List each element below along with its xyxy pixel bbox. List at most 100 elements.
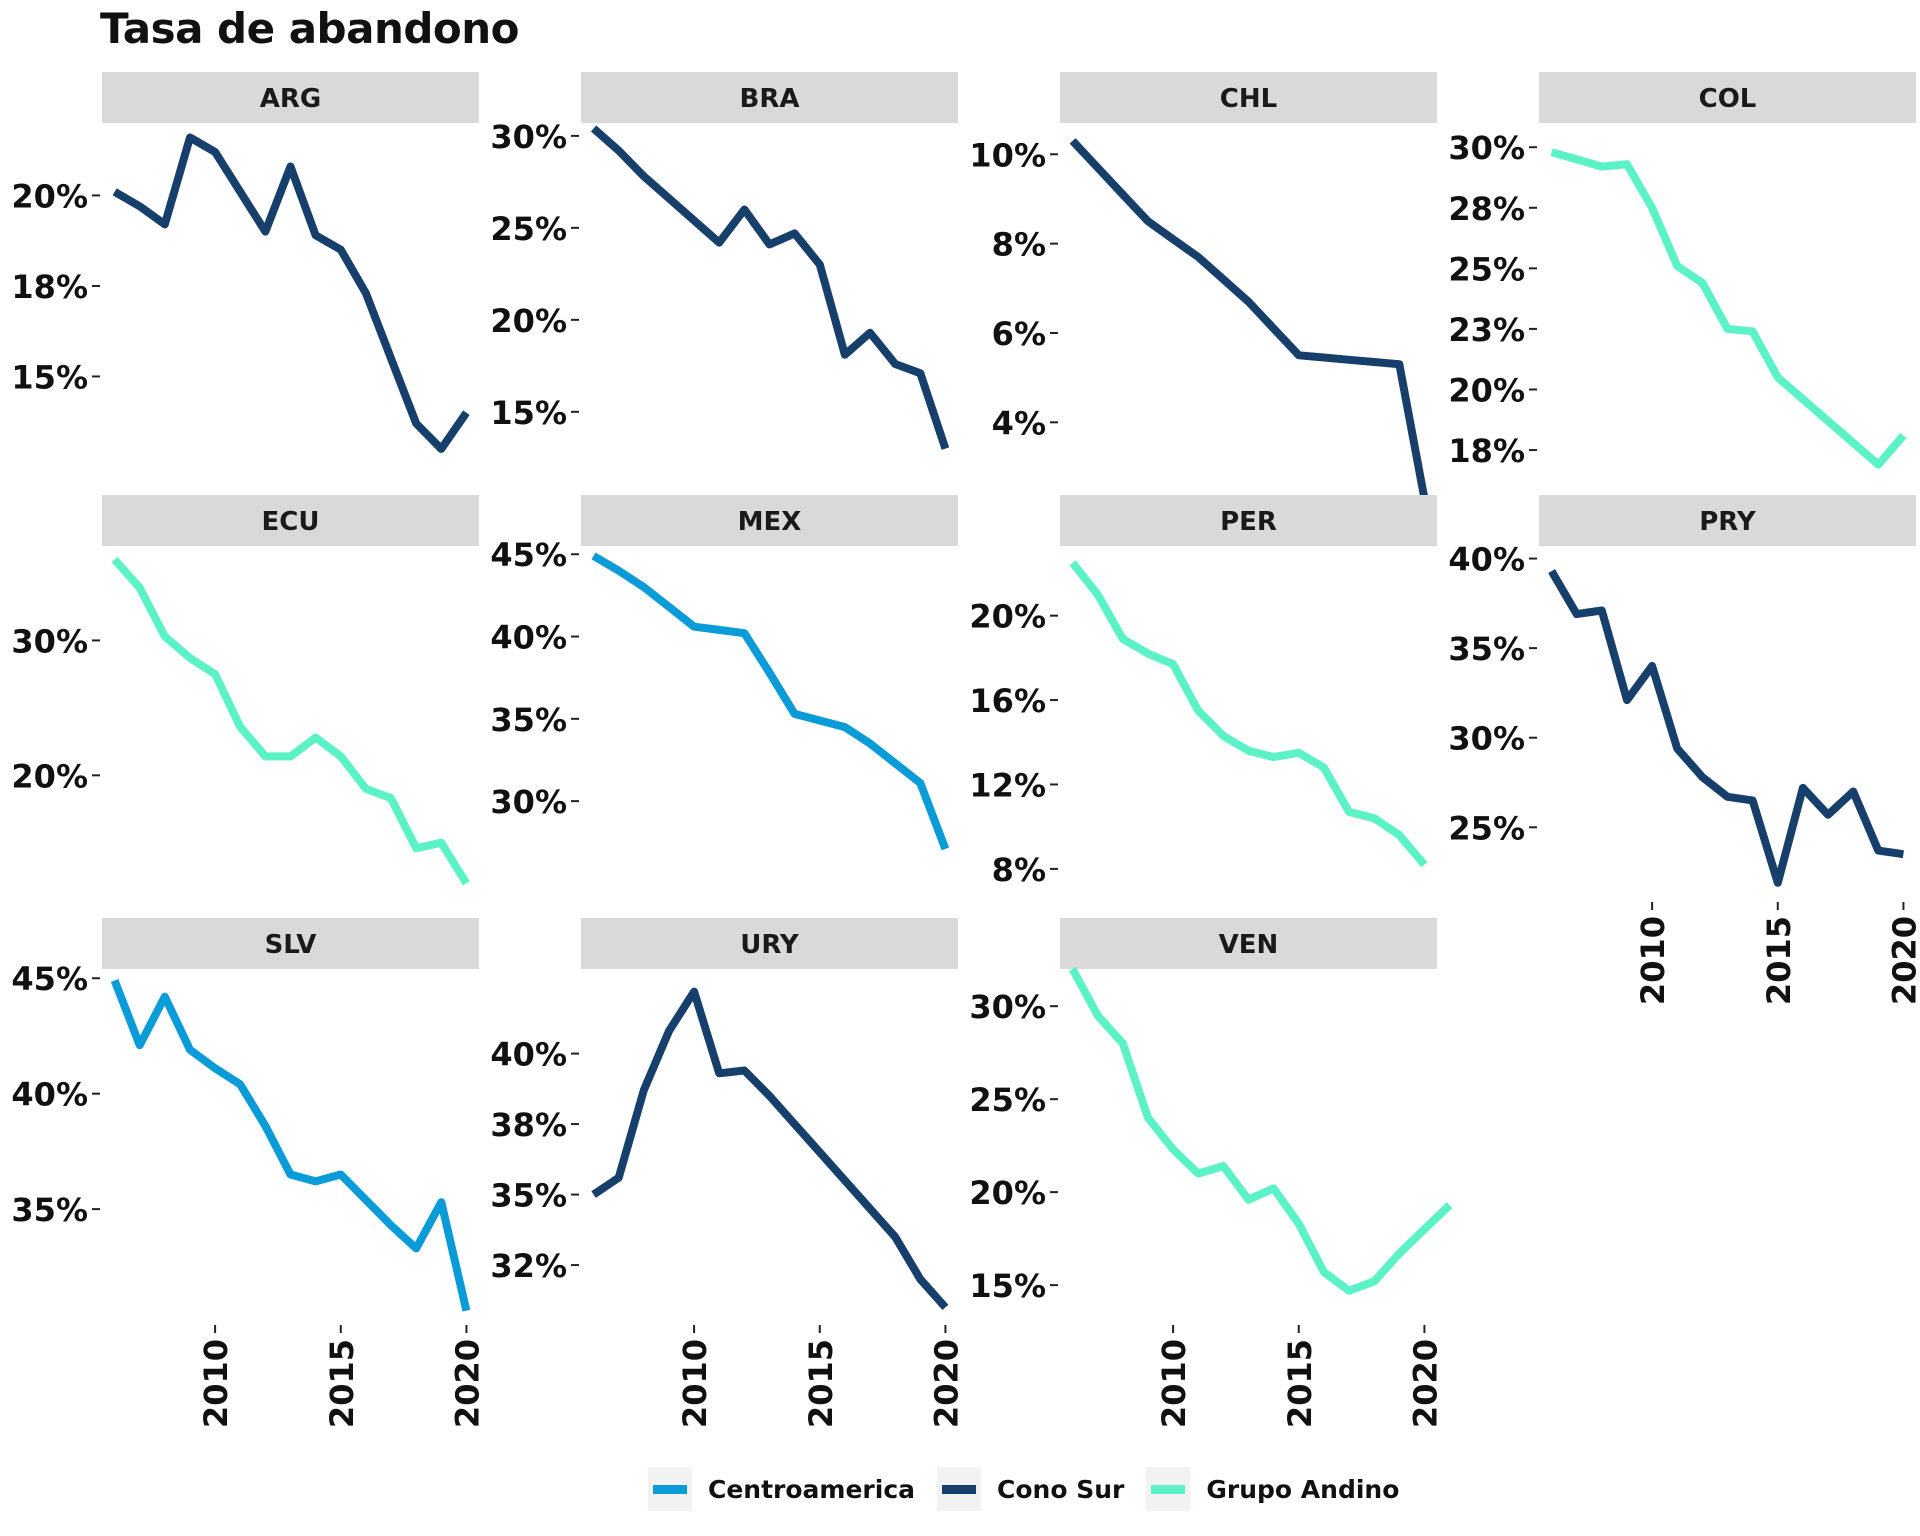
y-tick-label: 45% bbox=[490, 536, 567, 574]
series-line-bra bbox=[590, 125, 950, 450]
y-tick-label: 18% bbox=[11, 268, 88, 306]
facet-strip bbox=[581, 72, 958, 123]
facet-label: ARG bbox=[260, 84, 321, 114]
y-tick-label: 4% bbox=[992, 404, 1046, 442]
legend-label: Grupo Andino bbox=[1206, 1474, 1400, 1504]
y-tick-label: 15% bbox=[11, 358, 88, 396]
facet-label: CHL bbox=[1220, 84, 1277, 114]
facet-label: PRY bbox=[1699, 507, 1757, 537]
x-tick-label: 2010 bbox=[197, 1339, 235, 1428]
legend-label: Cono Sur bbox=[997, 1474, 1125, 1504]
y-tick-label: 20% bbox=[490, 302, 567, 340]
facet-strip bbox=[102, 495, 479, 546]
series-line-ury bbox=[591, 987, 949, 1311]
y-tick-label: 18% bbox=[1448, 432, 1525, 470]
facet-strip bbox=[581, 495, 958, 546]
facet-label: COL bbox=[1699, 84, 1757, 114]
x-tick-label: 2020 bbox=[448, 1339, 486, 1428]
y-tick-label: 35% bbox=[490, 1177, 567, 1215]
facet-strip bbox=[1060, 918, 1437, 969]
x-tick-label: 2010 bbox=[1634, 916, 1672, 1005]
facet-label: PER bbox=[1220, 507, 1277, 537]
y-tick-label: 6% bbox=[992, 315, 1046, 353]
facet-strip bbox=[1060, 72, 1437, 123]
y-tick-label: 16% bbox=[969, 682, 1046, 720]
y-tick-label: 40% bbox=[490, 619, 567, 657]
y-tick-label: 8% bbox=[992, 226, 1046, 264]
y-tick-label: 28% bbox=[1448, 190, 1525, 228]
y-tick-label: 30% bbox=[969, 988, 1046, 1026]
y-tick-label: 25% bbox=[490, 210, 567, 248]
series-line-ecu bbox=[111, 556, 470, 886]
y-tick-label: 35% bbox=[1448, 630, 1525, 668]
series-line-arg bbox=[112, 133, 470, 453]
x-tick-label: 2020 bbox=[1885, 916, 1920, 1005]
x-tick-label: 2020 bbox=[1406, 1339, 1444, 1428]
y-tick-label: 12% bbox=[969, 766, 1046, 804]
legend-key bbox=[1146, 1467, 1191, 1511]
y-tick-label: 25% bbox=[969, 1081, 1046, 1119]
series-line-col bbox=[1550, 148, 1907, 469]
x-tick-label: 2010 bbox=[1155, 1339, 1193, 1428]
legend-item-grupo-andino: Grupo Andino bbox=[1146, 1467, 1399, 1511]
legend-swatch-centroamerica bbox=[653, 1485, 687, 1494]
facet-strip bbox=[1539, 495, 1916, 546]
facet-label: URY bbox=[740, 930, 800, 960]
legend: Centroamerica Cono Sur Grupo Andino bbox=[648, 1463, 1421, 1515]
x-tick-label: 2015 bbox=[802, 1339, 840, 1428]
y-tick-label: 30% bbox=[490, 783, 567, 821]
y-tick-label: 20% bbox=[969, 1174, 1046, 1212]
series-line-pry bbox=[1548, 569, 1904, 887]
facet-label: ECU bbox=[262, 507, 320, 537]
y-tick-label: 30% bbox=[1448, 720, 1525, 758]
x-tick-label: 2015 bbox=[1760, 916, 1798, 1005]
y-tick-label: 20% bbox=[11, 177, 88, 215]
y-tick-label: 8% bbox=[992, 851, 1046, 889]
y-tick-label: 35% bbox=[11, 1191, 88, 1229]
series-line-mex bbox=[591, 552, 950, 851]
series-line-slv bbox=[110, 979, 471, 1312]
chart-title: Tasa de abandono bbox=[100, 4, 520, 53]
y-tick-label: 20% bbox=[1448, 371, 1525, 409]
facet-strip bbox=[102, 918, 479, 969]
legend-item-cono-sur: Cono Sur bbox=[937, 1467, 1124, 1511]
series-line-chl bbox=[1069, 138, 1429, 500]
facet-label: MEX bbox=[738, 507, 802, 537]
y-tick-label: 38% bbox=[490, 1106, 567, 1144]
y-tick-label: 30% bbox=[11, 622, 88, 660]
y-tick-label: 25% bbox=[1448, 809, 1525, 847]
x-tick-label: 2010 bbox=[676, 1339, 714, 1428]
facet-strip bbox=[581, 918, 958, 969]
legend-label: Centroamerica bbox=[708, 1474, 916, 1504]
y-tick-label: 32% bbox=[490, 1247, 567, 1285]
y-tick-label: 40% bbox=[490, 1036, 567, 1074]
y-tick-label: 10% bbox=[969, 136, 1046, 174]
y-tick-label: 15% bbox=[490, 394, 567, 432]
legend-item-centroamerica: Centroamerica bbox=[648, 1467, 915, 1511]
y-tick-label: 15% bbox=[969, 1267, 1046, 1305]
y-tick-label: 45% bbox=[11, 960, 88, 998]
y-tick-label: 20% bbox=[11, 757, 88, 795]
y-tick-label: 30% bbox=[490, 118, 567, 156]
y-tick-label: 40% bbox=[11, 1076, 88, 1114]
y-tick-label: 40% bbox=[1448, 541, 1525, 579]
x-tick-label: 2015 bbox=[323, 1339, 361, 1428]
y-tick-label: 35% bbox=[490, 701, 567, 739]
x-tick-label: 2020 bbox=[927, 1339, 965, 1428]
legend-swatch-grupo-andino bbox=[1151, 1485, 1186, 1494]
facet-label: SLV bbox=[265, 930, 317, 960]
facet-strip bbox=[102, 72, 479, 123]
facet-strip bbox=[1539, 72, 1916, 123]
y-tick-label: 23% bbox=[1448, 311, 1525, 349]
facet-strip bbox=[1060, 495, 1437, 546]
y-tick-label: 30% bbox=[1448, 129, 1525, 167]
legend-swatch-cono-sur bbox=[942, 1485, 977, 1494]
facet-label: VEN bbox=[1219, 930, 1279, 960]
y-tick-label: 25% bbox=[1448, 250, 1525, 288]
facet-label: BRA bbox=[740, 84, 800, 114]
series-line-ven bbox=[1069, 967, 1453, 1295]
x-tick-label: 2015 bbox=[1281, 1339, 1319, 1428]
legend-key bbox=[937, 1467, 982, 1511]
y-tick-label: 20% bbox=[969, 598, 1046, 636]
